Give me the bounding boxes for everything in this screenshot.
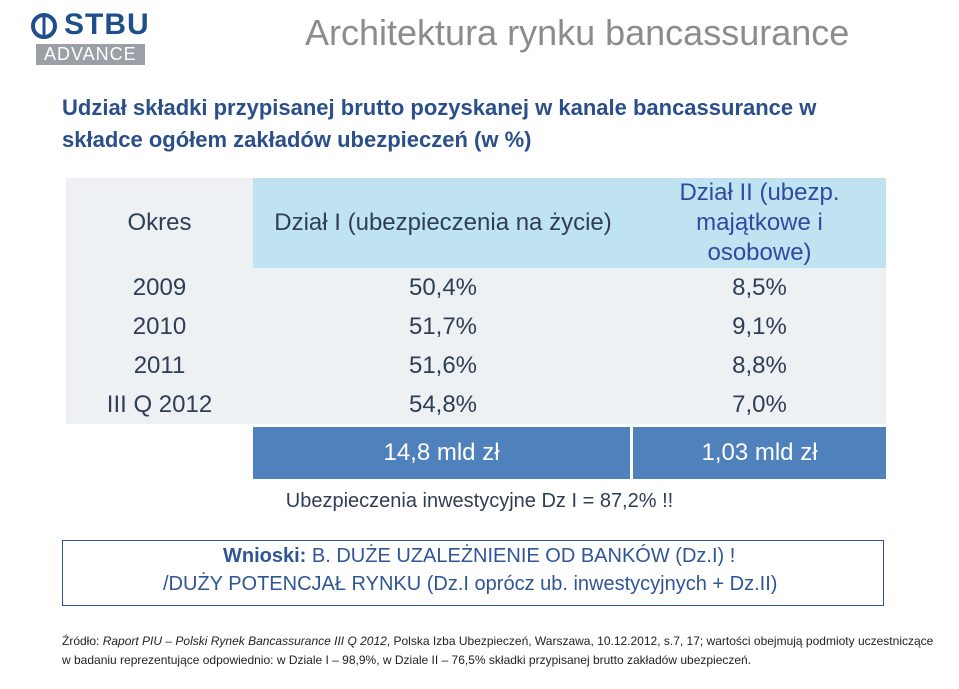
row-value-dzial-1: 50,4% xyxy=(253,268,633,307)
row-value-dzial-2: 9,1% xyxy=(633,307,886,346)
logo-sub: ADVANCE xyxy=(36,44,145,65)
row-label: 2009 xyxy=(66,268,253,307)
row-label: 2011 xyxy=(66,346,253,385)
row-value-dzial-1: 51,7% xyxy=(253,307,633,346)
table-row: 2010 51,7% 9,1% xyxy=(66,307,886,346)
header-dzial-1: Dział I (ubezpieczenia na życie) xyxy=(253,178,633,268)
logo: STBU ADVANCE xyxy=(30,8,155,65)
source-note: Źródło: Raport PIU – Polski Rynek Bancas… xyxy=(62,632,942,670)
conclusions-line-2: /DUŻY POTENCJAŁ RYNKU (Dz.I oprócz ub. i… xyxy=(163,573,778,595)
conclusions-line-1: Wnioski: B. DUŻE UZALEŻNIENIE OD BANKÓW … xyxy=(223,545,735,568)
row-value-dzial-2: 8,8% xyxy=(633,346,886,385)
header-okres: Okres xyxy=(66,178,253,268)
row-value-dzial-2: 7,0% xyxy=(633,385,886,424)
page-title: Architektura rynku bancassurance xyxy=(305,12,850,53)
table-row: III Q 2012 54,8% 7,0% xyxy=(66,385,886,424)
table-header-row: Okres Dział I (ubezpieczenia na życie) D… xyxy=(66,178,886,268)
row-value-dzial-1: 51,6% xyxy=(253,346,633,385)
total-dzial-2: 1,03 mld zł xyxy=(633,424,886,479)
source-prefix: Źródło: xyxy=(62,634,103,648)
logo-brand: STBU xyxy=(64,8,150,41)
totals-spacer xyxy=(66,424,253,479)
conclusions-text-1: B. DUŻE UZALEŻNIENIE OD BANKÓW (Dz.I) ! xyxy=(311,545,736,567)
source-rest: , Polska Izba Ubezpieczeń, Warszawa, 10.… xyxy=(62,634,934,667)
row-value-dzial-1: 54,8% xyxy=(253,385,633,424)
conclusions-box: Wnioski: B. DUŻE UZALEŻNIENIE OD BANKÓW … xyxy=(62,540,884,606)
table-row: 2011 51,6% 8,8% xyxy=(66,346,886,385)
subtitle: Udział składki przypisanej brutto pozysk… xyxy=(62,95,817,152)
source-title: Raport PIU – Polski Rynek Bancassurance … xyxy=(102,634,387,648)
logo-mark-icon xyxy=(31,13,57,39)
header-dzial-2: Dział II (ubezp. majątkowe i osobowe) xyxy=(633,178,886,268)
row-value-dzial-2: 8,5% xyxy=(633,268,886,307)
totals-row: 14,8 mld zł 1,03 mld zł xyxy=(66,424,886,479)
row-label: 2010 xyxy=(66,307,253,346)
row-label: III Q 2012 xyxy=(66,385,253,424)
data-table: Okres Dział I (ubezpieczenia na życie) D… xyxy=(66,178,886,479)
table-row: 2009 50,4% 8,5% xyxy=(66,268,886,307)
investment-note: Ubezpieczenia inwestycyjne Dz I = 87,2% … xyxy=(285,490,674,512)
conclusions-label: Wnioski: xyxy=(223,545,307,567)
total-dzial-1: 14,8 mld zł xyxy=(253,424,633,479)
